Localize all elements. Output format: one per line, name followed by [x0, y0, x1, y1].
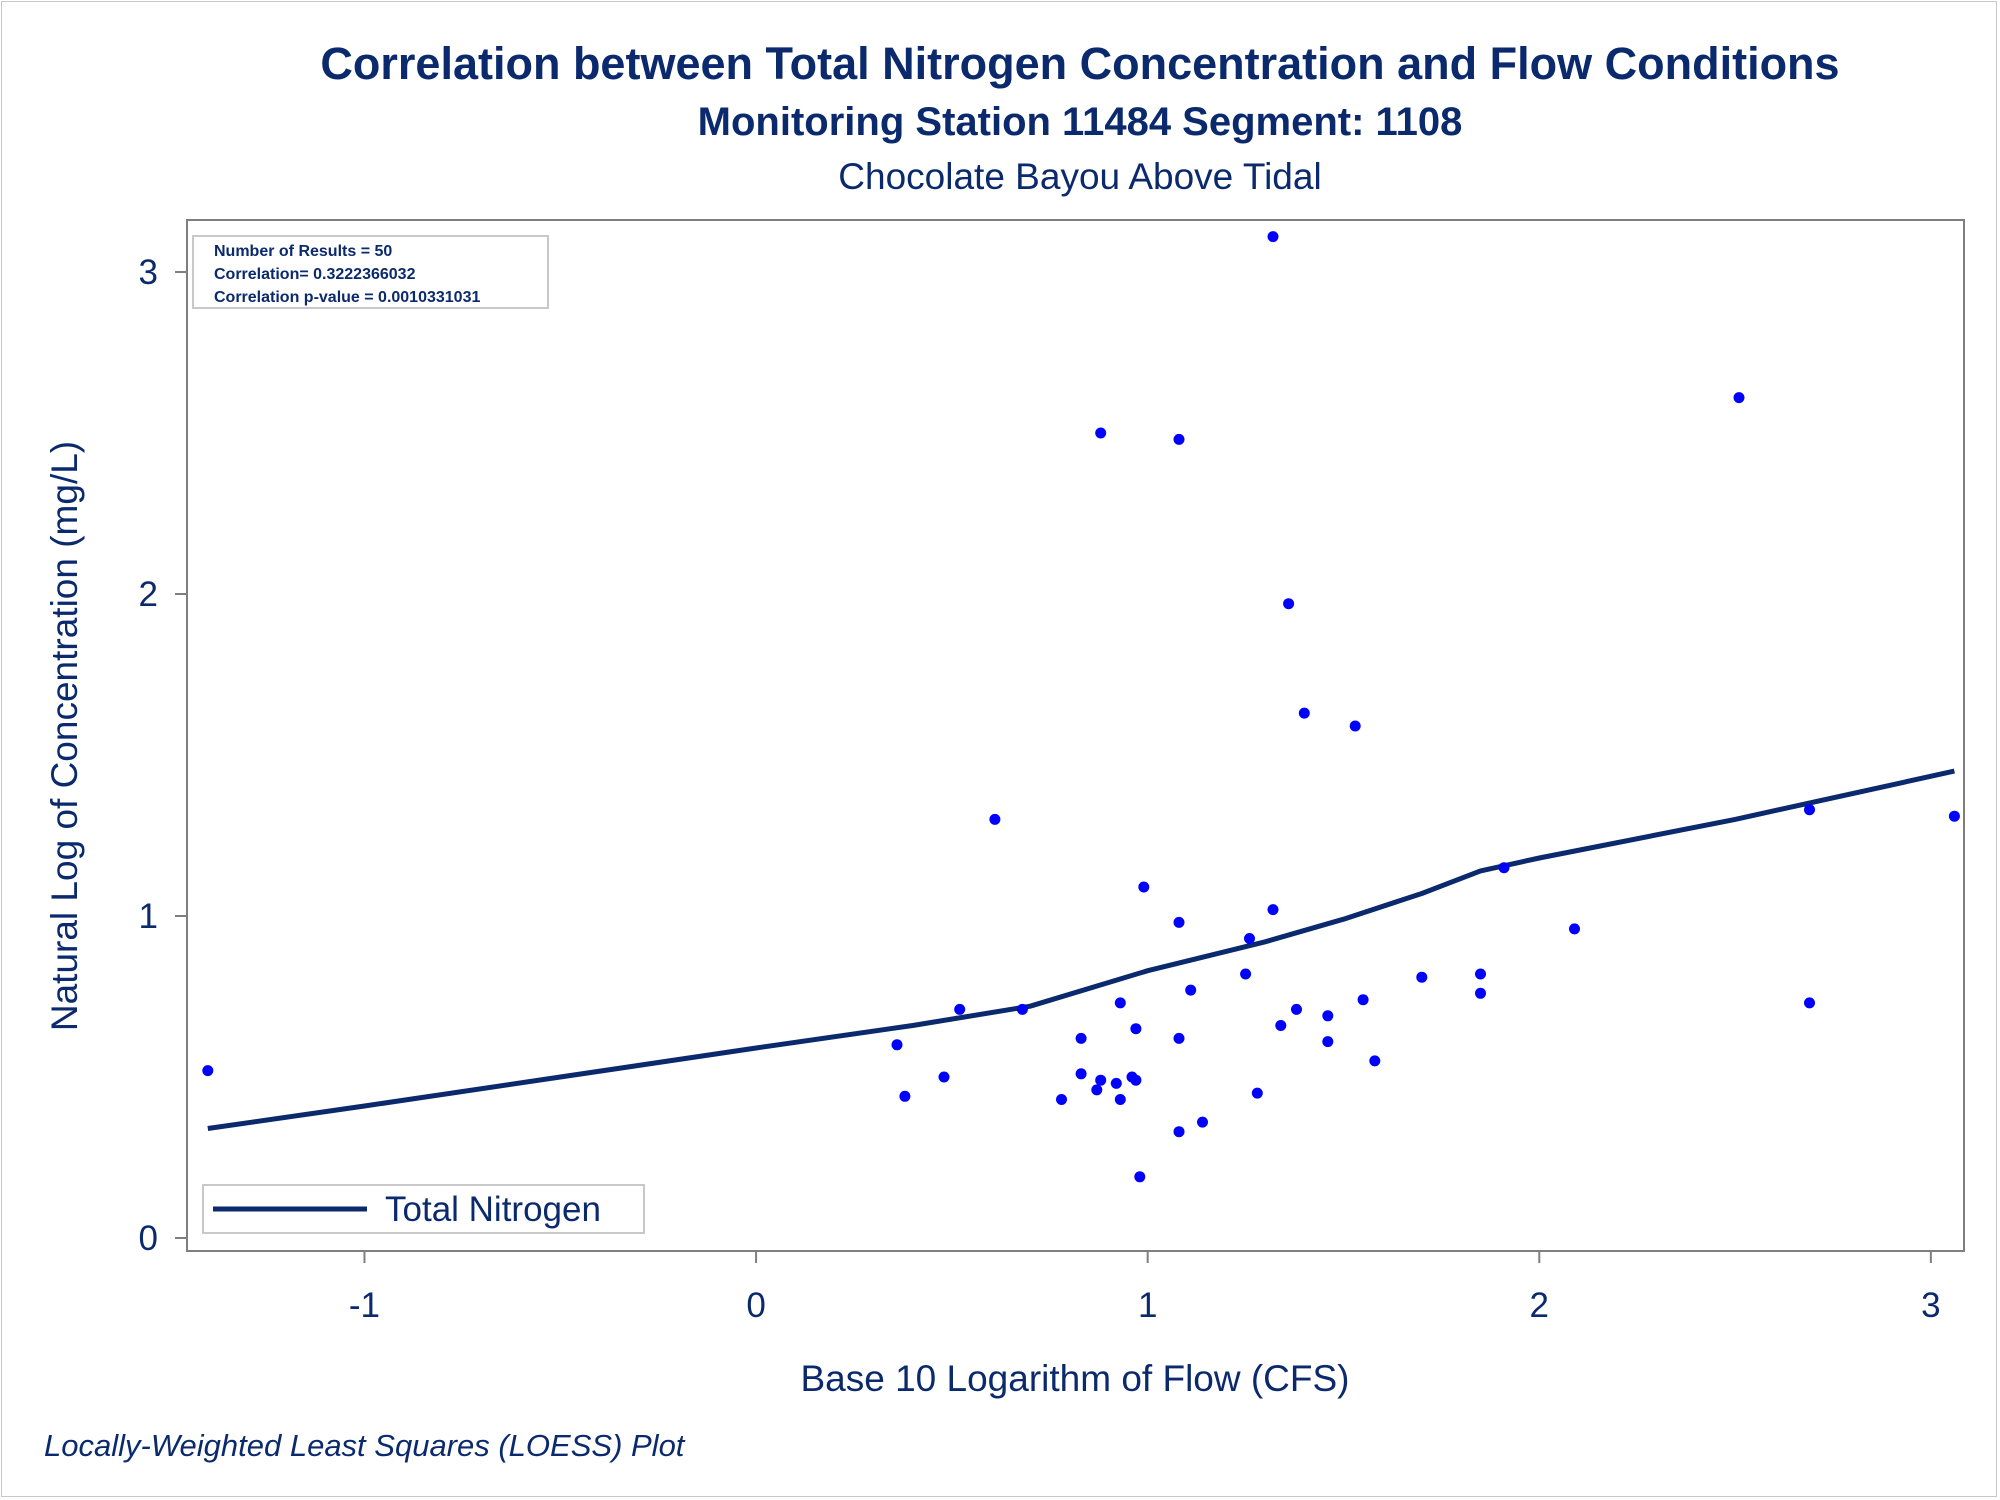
- data-point: [202, 1065, 214, 1077]
- data-point: [954, 1003, 966, 1015]
- x-tick-label: -1: [349, 1286, 380, 1325]
- data-point: [1114, 1094, 1126, 1105]
- data-point: [938, 1071, 950, 1083]
- data-point: [1369, 1055, 1381, 1067]
- data-point: [1948, 810, 1960, 822]
- chart-title: Correlation between Total Nitrogen Conce…: [320, 38, 1840, 89]
- data-point: [1498, 862, 1510, 874]
- data-point: [1322, 1036, 1334, 1048]
- footnote: Locally-Weighted Least Squares (LOESS) P…: [44, 1428, 685, 1463]
- y-tick-label: 0: [139, 1219, 158, 1258]
- y-tick-label: 3: [139, 253, 158, 292]
- stats-box: Number of Results = 50 Correlation= 0.32…: [192, 235, 549, 309]
- data-point: [1357, 994, 1369, 1006]
- data-point: [1173, 1032, 1185, 1044]
- data-point: [1130, 1074, 1142, 1086]
- data-point: [1185, 984, 1197, 996]
- legend: Total Nitrogen: [202, 1184, 645, 1234]
- legend-label: Total Nitrogen: [385, 1190, 601, 1229]
- data-point: [1134, 1171, 1146, 1183]
- data-point: [1804, 997, 1815, 1009]
- data-point: [1110, 1077, 1122, 1089]
- data-point: [1298, 707, 1310, 719]
- data-point: [1016, 1003, 1028, 1015]
- data-point: [1240, 968, 1252, 980]
- y-tick-label: 2: [139, 575, 158, 614]
- data-point: [1275, 1020, 1287, 1031]
- data-point: [1095, 427, 1107, 439]
- data-point: [1075, 1068, 1087, 1080]
- loess-line: [207, 768, 1955, 1131]
- x-axis-label: Base 10 Logarithm of Flow (CFS): [800, 1358, 1349, 1399]
- x-tick-label: 2: [1530, 1286, 1549, 1325]
- chart-subtitle: Monitoring Station 11484 Segment: 1108: [697, 100, 1463, 144]
- data-point: [1251, 1087, 1263, 1099]
- loess-line-layer: [207, 768, 1955, 1131]
- data-point: [899, 1090, 911, 1102]
- data-point: [1244, 933, 1255, 944]
- data-point: [1267, 231, 1279, 243]
- data-point: [1291, 1003, 1302, 1015]
- data-point: [1095, 1074, 1107, 1086]
- stats-correlation: Correlation= 0.3222366032: [214, 266, 416, 283]
- stats-p-value: Correlation p-value = 0.0010331031: [214, 289, 480, 306]
- axes: -1 0 1 2 3 0 1 2 3: [139, 253, 1941, 1325]
- data-point: [1349, 720, 1361, 732]
- data-point: [1733, 392, 1745, 404]
- x-tick-label: 0: [746, 1286, 765, 1325]
- data-point: [1091, 1084, 1103, 1096]
- plot-border: [186, 219, 1965, 1252]
- data-point: [1322, 1010, 1334, 1022]
- data-point: [891, 1039, 903, 1051]
- chart-subtitle-2: Chocolate Bayou Above Tidal: [838, 156, 1322, 197]
- data-point: [1130, 1023, 1142, 1035]
- x-tick-label: 3: [1921, 1286, 1940, 1325]
- data-point: [1283, 598, 1295, 610]
- data-point: [1267, 904, 1279, 916]
- data-point: [1804, 804, 1815, 816]
- stats-count: Number of Results = 50: [214, 243, 392, 260]
- stats-box-border: [192, 235, 549, 309]
- x-tick-label: 1: [1138, 1286, 1157, 1325]
- data-point: [1114, 997, 1126, 1009]
- y-tick-label: 1: [139, 897, 158, 936]
- data-point: [1475, 968, 1486, 980]
- data-point: [1569, 923, 1580, 935]
- data-point: [1173, 433, 1185, 445]
- data-point: [1056, 1094, 1067, 1105]
- plot-area: [186, 219, 1965, 1252]
- data-point: [1475, 987, 1486, 999]
- data-point: [1173, 916, 1185, 928]
- data-point: [1138, 881, 1150, 893]
- data-point: [1416, 971, 1428, 983]
- data-point: [1075, 1032, 1087, 1044]
- scatter-points-layer: [202, 231, 1960, 1183]
- y-axis-label: Natural Log of Concentration (mg/L): [44, 441, 85, 1031]
- data-point: [1173, 1126, 1185, 1138]
- data-point: [1197, 1116, 1208, 1128]
- data-point: [989, 813, 1001, 825]
